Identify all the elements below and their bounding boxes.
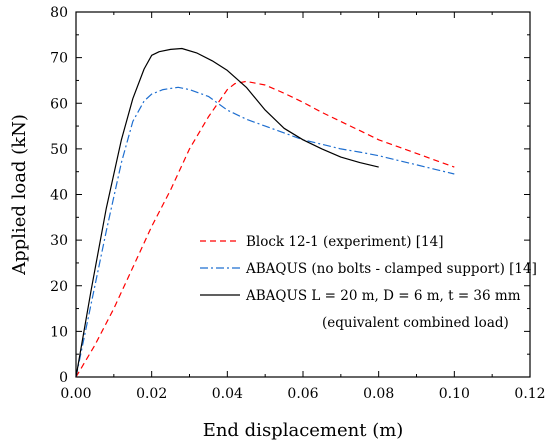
legend-label-extra: (equivalent combined load)	[322, 315, 509, 331]
x-axis-title: End displacement (m)	[203, 420, 404, 441]
y-tick-label: 60	[50, 96, 68, 112]
series-line-2	[75, 86, 455, 378]
y-tick-label: 50	[50, 142, 68, 158]
series-line-1	[75, 80, 455, 378]
x-tick-label: 0.00	[60, 386, 91, 402]
legend: Block 12-1 (experiment) [14] ABAQUS (no b…	[200, 234, 537, 331]
legend-label-2: ABAQUS (no bolts - clamped support) [14]	[245, 261, 537, 277]
legend-label-3: ABAQUS L = 20 m, D = 6 m, t = 36 mm	[245, 288, 521, 304]
y-tick-label: 80	[50, 5, 68, 21]
y-axis-title: Applied load (kN)	[9, 114, 30, 276]
y-tick-label: 10	[50, 324, 68, 340]
x-tick-label: 0.04	[212, 386, 243, 402]
y-tick-label: 20	[50, 279, 68, 295]
x-tick-label: 0.10	[439, 386, 470, 402]
x-tick-label: 0.02	[136, 386, 167, 402]
x-tick-label: 0.12	[514, 386, 545, 402]
y-tick-label: 0	[59, 370, 68, 386]
legend-label-1: Block 12-1 (experiment) [14]	[246, 234, 443, 250]
y-tick-label: 40	[50, 188, 68, 204]
x-tick-label: 0.08	[363, 386, 394, 402]
y-tick-label: 70	[50, 51, 68, 67]
series-lines	[75, 47, 455, 378]
series-line-3	[75, 47, 379, 378]
ticks: 0.00 0.02 0.04 0.06 0.08 0.10 0.12 0 10 20 30 40 50 6…	[50, 5, 545, 402]
y-tick-label: 30	[50, 233, 68, 249]
x-tick-label: 0.06	[287, 386, 318, 402]
